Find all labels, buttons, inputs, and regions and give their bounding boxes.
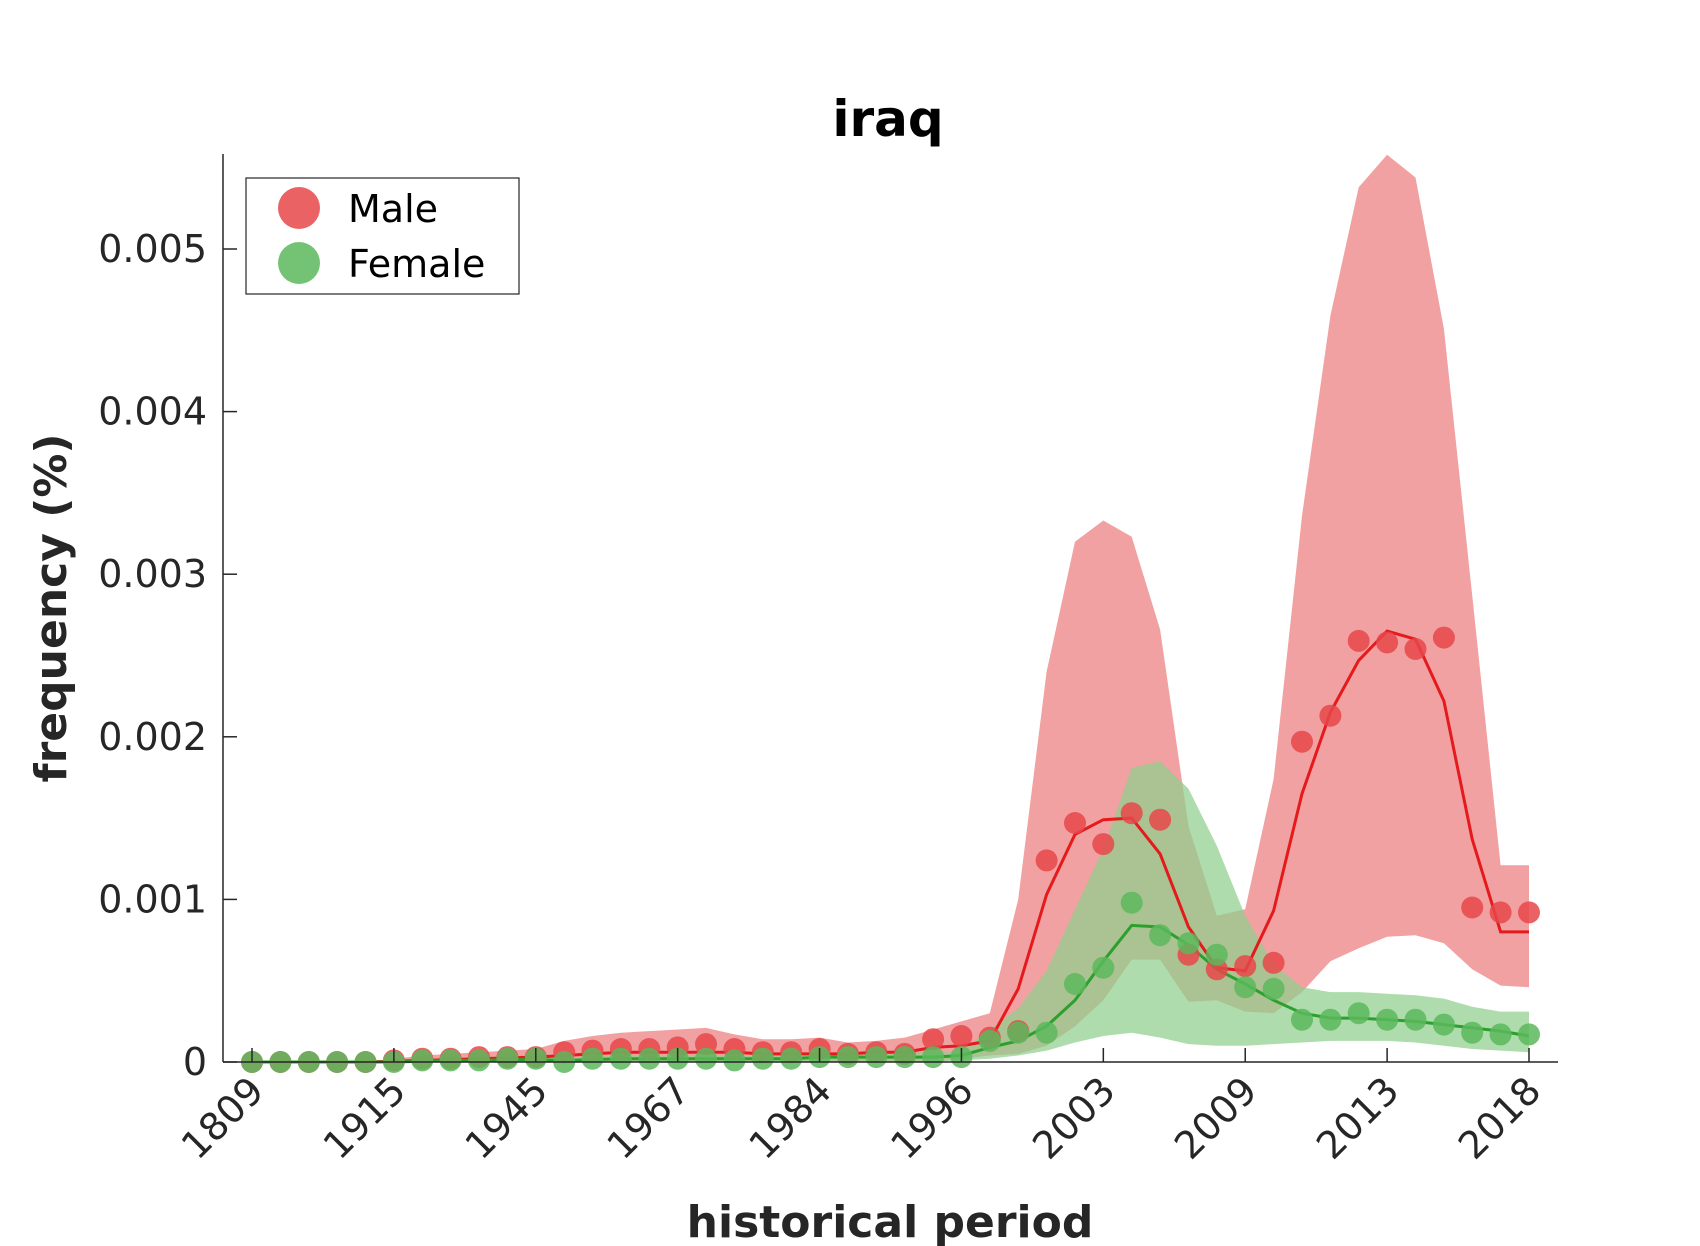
point-female [411,1049,434,1072]
band-male [252,154,1529,1062]
point-female [1291,1008,1313,1031]
point-male [1120,802,1143,825]
point-male [1064,812,1086,834]
x-axis-label: historical period [687,1197,1094,1246]
point-female [496,1047,519,1070]
y-ticks: 0 0.001 0.002 0.003 0.004 0.005 [98,227,237,1084]
point-female [1007,1021,1030,1044]
legend-marker-male [278,187,320,229]
y-tick-label: 0.002 [98,715,207,759]
point-female [695,1047,717,1070]
point-female [1347,1002,1370,1025]
y-tick-label: 0.001 [98,877,207,921]
point-female [581,1047,604,1070]
point-female [1319,1008,1342,1031]
point-female [836,1046,859,1069]
chart-title: iraq [832,90,943,148]
point-male [1092,833,1115,856]
point-female [1064,973,1086,995]
point-female [780,1047,803,1070]
point-male [1404,638,1427,660]
point-female [1177,932,1200,955]
legend-marker-female [278,242,320,284]
confidence-bands [252,154,1529,1062]
point-male [1461,896,1484,919]
point-female [1518,1023,1540,1046]
legend-label-male: Male [348,187,438,231]
point-female [893,1046,916,1069]
point-female [1205,943,1228,966]
point-female [609,1047,632,1070]
legend: Male Female [245,177,520,295]
point-male [1489,901,1512,924]
point-female [638,1047,661,1070]
point-male [1262,951,1285,974]
legend-label-female: Female [348,242,485,286]
series-lines [252,629,1530,1064]
point-female [1262,977,1285,1000]
point-male [1518,901,1540,924]
y-tick-label: 0.005 [98,227,207,271]
point-female [978,1029,1001,1052]
point-female [865,1046,888,1069]
point-female [1149,924,1172,947]
point-female [723,1049,746,1072]
y-tick-label: 0.003 [98,552,207,596]
point-male [1376,631,1399,654]
point-female [1376,1008,1399,1031]
point-male [922,1028,945,1051]
y-tick-label: 0.004 [98,390,207,434]
point-male [1234,955,1257,978]
band-female [252,761,1529,1062]
point-male [1035,849,1058,872]
point-male [1291,730,1313,753]
point-female [1404,1008,1427,1031]
point-female [439,1049,462,1072]
y-axis-label: frequency (%) [26,433,77,782]
point-female [468,1049,490,1072]
point-female [1035,1021,1058,1044]
point-female [1461,1021,1484,1044]
point-male [950,1025,973,1047]
point-female [1432,1013,1455,1036]
point-female [751,1047,774,1070]
point-female [1489,1023,1512,1046]
y-tick-label: 0 [183,1040,207,1084]
line-female [252,923,1530,1064]
point-female [1120,891,1143,914]
point-male [1319,704,1342,727]
point-female [1234,976,1257,999]
point-male [1149,808,1172,831]
point-male [1432,626,1455,649]
point-male [1347,629,1370,652]
point-female [922,1046,945,1069]
point-female [1092,956,1115,979]
